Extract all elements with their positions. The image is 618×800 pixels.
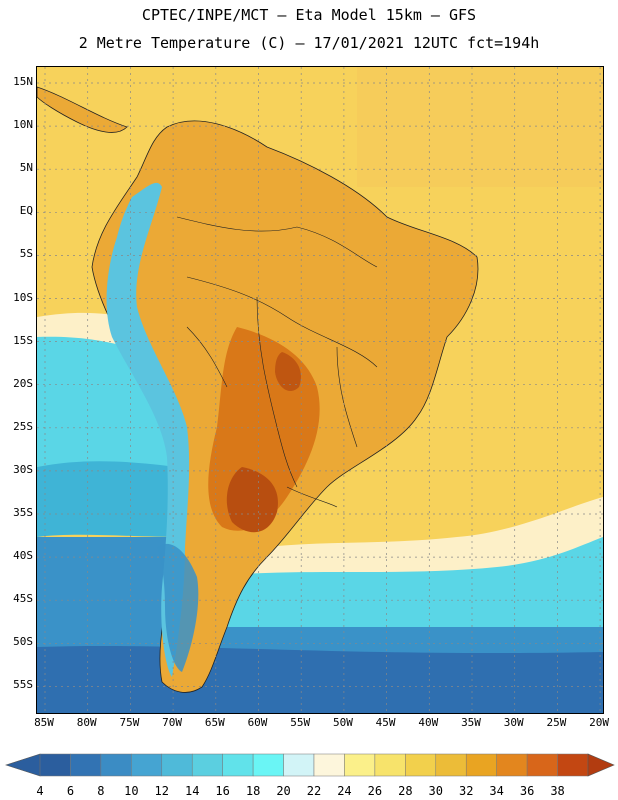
lat-tick-label: 30S	[13, 462, 33, 476]
legend-value-label: 38	[550, 784, 565, 798]
legend-swatch	[374, 753, 406, 777]
central-america-land	[37, 86, 128, 133]
legend-value-label: 18	[245, 784, 261, 798]
temperature-map	[36, 66, 604, 714]
legend-value-label: 8	[97, 784, 105, 798]
lon-tick-label: 80W	[76, 716, 97, 729]
legend-swatch	[70, 753, 102, 777]
legend-value-label: 26	[367, 784, 383, 798]
legend-swatch	[283, 753, 315, 777]
lat-tick-label: 5S	[19, 247, 33, 261]
lat-tick-label: 5N	[19, 161, 33, 175]
temperature-field	[37, 67, 603, 713]
legend-value-label: 30	[428, 784, 443, 798]
lon-tick-label: 85W	[34, 716, 54, 729]
legend-swatch	[252, 753, 284, 777]
legend-value-label: 36	[519, 784, 535, 798]
legend-swatch	[435, 753, 467, 777]
legend-swatch	[496, 753, 528, 777]
legend-swatch	[131, 753, 163, 777]
atlantic-cool-band	[207, 537, 603, 627]
legend-swatch	[344, 753, 376, 777]
lat-tick-label: 10N	[13, 118, 33, 132]
legend-value-label: 20	[276, 784, 291, 798]
lat-tick-label: 45S	[13, 592, 33, 606]
hottest-core	[226, 467, 278, 533]
lat-tick-label: 15N	[13, 75, 33, 88]
legend-swatch	[557, 753, 589, 777]
lat-tick-label: 35S	[13, 506, 33, 519]
pacific-cold-band	[37, 461, 187, 537]
lat-tick-label: 15S	[13, 333, 33, 347]
lon-tick-label: 20W	[589, 716, 610, 729]
legend-swatch	[313, 753, 345, 777]
lat-tick-label: 50S	[13, 635, 33, 649]
lon-tick-label: 75W	[119, 716, 140, 729]
patagonia-cold	[157, 543, 199, 672]
lon-tick-label: 40W	[418, 716, 439, 729]
legend-swatch	[405, 753, 437, 777]
lat-tick-label: 10S	[13, 290, 33, 304]
legend-value-label: 12	[154, 784, 169, 798]
legend-value-label: 24	[337, 784, 352, 798]
lon-tick-label: 70W	[162, 716, 183, 729]
lon-tick-label: 65W	[204, 716, 225, 729]
map-title-line-1: CPTEC/INPE/MCT — Eta Model 15km — GFS	[141, 6, 477, 24]
legend-swatch	[465, 753, 497, 777]
lon-tick-label: 60W	[247, 716, 268, 729]
legend-swatch	[526, 753, 558, 777]
lon-tick-label: 50W	[332, 716, 353, 729]
legend-value-label: 32	[458, 784, 474, 798]
legend-swatch	[100, 753, 132, 777]
legend-value-label: 28	[398, 784, 413, 798]
legend-value-label: 10	[124, 784, 139, 798]
lat-tick-label: 25S	[13, 419, 33, 433]
legend-value-label: 16	[215, 784, 230, 798]
legend-swatch	[39, 753, 71, 777]
lon-tick-label: 25W	[546, 716, 567, 729]
lon-tick-label: 30W	[503, 716, 524, 729]
hot-spot-north	[275, 352, 302, 392]
legend-swatch	[191, 753, 223, 777]
lat-tick-label: 20S	[13, 376, 33, 390]
legend-min-arrow	[5, 753, 41, 777]
lat-tick-label: EQ	[19, 204, 33, 218]
legend-value-label: 4	[36, 784, 44, 798]
legend-value-label: 22	[306, 784, 322, 798]
atlantic-north	[357, 67, 603, 187]
legend-max-arrow	[587, 753, 615, 777]
lon-tick-label: 45W	[375, 716, 396, 729]
map-title-line-2: 2 Metre Temperature (C) — 17/01/2021 12U…	[78, 34, 540, 52]
lat-tick-label: 55S	[13, 678, 33, 692]
lat-tick-label: 40S	[13, 549, 33, 563]
south-coldest-band	[37, 645, 603, 713]
lat-lon-grid	[37, 67, 603, 713]
legend-swatch	[161, 753, 193, 777]
legend-value-label: 6	[66, 784, 75, 798]
legend-swatch	[222, 753, 254, 777]
lon-tick-label: 55W	[290, 716, 311, 729]
legend-value-label: 34	[489, 784, 504, 798]
color-legend	[5, 753, 615, 777]
lon-tick-label: 35W	[461, 716, 481, 729]
country-borders	[176, 216, 378, 508]
legend-value-label: 14	[184, 784, 200, 798]
